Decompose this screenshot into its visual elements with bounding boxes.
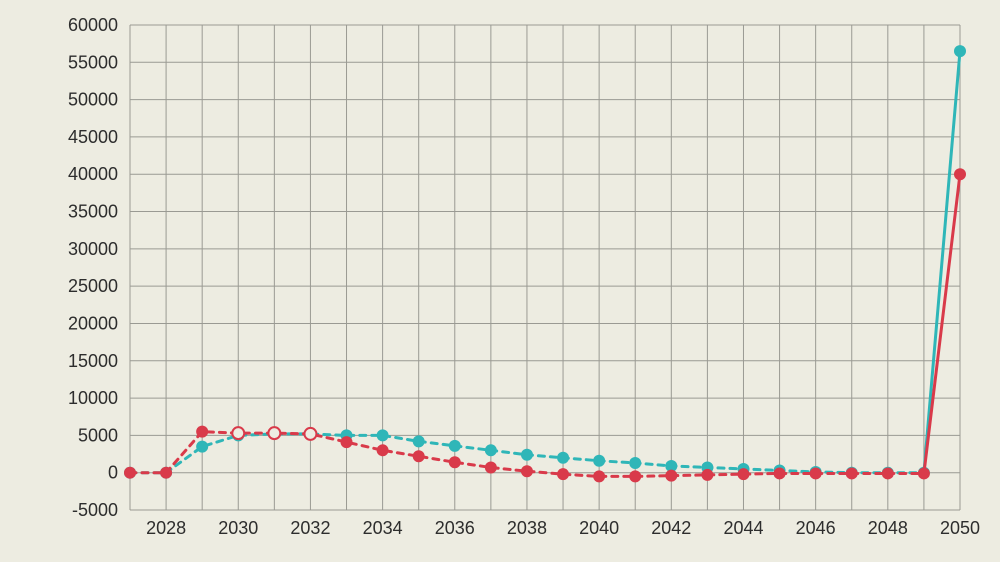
series-red-marker bbox=[124, 467, 136, 479]
x-tick-label: 2042 bbox=[651, 518, 691, 538]
x-tick-label: 2032 bbox=[290, 518, 330, 538]
line-chart: -5000 0 5000 10000 15000 20000 25000 30000 35000… bbox=[0, 0, 1000, 562]
y-tick-label: -5000 bbox=[72, 500, 118, 520]
x-tick-label: 2040 bbox=[579, 518, 619, 538]
y-tick-label: 25000 bbox=[68, 276, 118, 296]
x-tick-label: 2048 bbox=[868, 518, 908, 538]
series-red-marker bbox=[810, 467, 822, 479]
chart-canvas: -5000 0 5000 10000 15000 20000 25000 30000 35000… bbox=[0, 0, 1000, 562]
y-tick-label: 15000 bbox=[68, 351, 118, 371]
y-tick-label: 40000 bbox=[68, 164, 118, 184]
y-tick-label: 10000 bbox=[68, 388, 118, 408]
y-tick-label: 5000 bbox=[78, 425, 118, 445]
x-tick-label: 2036 bbox=[435, 518, 475, 538]
series-teal-marker bbox=[196, 441, 208, 453]
x-tick-label: 2034 bbox=[363, 518, 403, 538]
series-red-marker bbox=[160, 467, 172, 479]
series-red-marker bbox=[882, 467, 894, 479]
series-teal-marker bbox=[557, 452, 569, 464]
y-tick-label: 0 bbox=[108, 463, 118, 483]
series-red-marker bbox=[377, 444, 389, 456]
series-red-marker bbox=[593, 470, 605, 482]
series-red-marker bbox=[701, 469, 713, 481]
x-tick-label: 2028 bbox=[146, 518, 186, 538]
y-tick-label: 50000 bbox=[68, 90, 118, 110]
series-red-marker bbox=[413, 450, 425, 462]
series-red-marker bbox=[521, 465, 533, 477]
y-tick-label: 45000 bbox=[68, 127, 118, 147]
x-tick-label: 2038 bbox=[507, 518, 547, 538]
series-red-marker bbox=[954, 168, 966, 180]
series-red-marker bbox=[737, 468, 749, 480]
series-teal-marker bbox=[413, 435, 425, 447]
series-red-marker bbox=[196, 426, 208, 438]
series-red-marker bbox=[485, 461, 497, 473]
x-tick-label: 2030 bbox=[218, 518, 258, 538]
series-teal-marker bbox=[629, 457, 641, 469]
series-teal-marker bbox=[485, 444, 497, 456]
series-red-marker bbox=[665, 470, 677, 482]
series-teal-marker bbox=[521, 449, 533, 461]
series-teal-marker bbox=[449, 440, 461, 452]
series-red-marker bbox=[629, 470, 641, 482]
series-red-marker bbox=[918, 467, 930, 479]
series-red-marker-open bbox=[268, 427, 280, 439]
y-tick-label: 30000 bbox=[68, 239, 118, 259]
series-red-marker-open bbox=[232, 427, 244, 439]
y-tick-label: 20000 bbox=[68, 313, 118, 333]
series-red-marker bbox=[341, 436, 353, 448]
series-red-marker bbox=[774, 467, 786, 479]
y-tick-label: 60000 bbox=[68, 15, 118, 35]
series-red-marker bbox=[557, 468, 569, 480]
x-tick-label: 2046 bbox=[796, 518, 836, 538]
series-red-marker bbox=[449, 456, 461, 468]
x-tick-label: 2050 bbox=[940, 518, 980, 538]
series-teal-marker bbox=[954, 45, 966, 57]
y-tick-label: 55000 bbox=[68, 52, 118, 72]
y-tick-label: 35000 bbox=[68, 202, 118, 222]
x-tick-label: 2044 bbox=[723, 518, 763, 538]
series-red-marker bbox=[846, 467, 858, 479]
series-red-marker-open bbox=[304, 428, 316, 440]
series-teal-marker bbox=[593, 455, 605, 467]
series-teal-marker bbox=[377, 429, 389, 441]
